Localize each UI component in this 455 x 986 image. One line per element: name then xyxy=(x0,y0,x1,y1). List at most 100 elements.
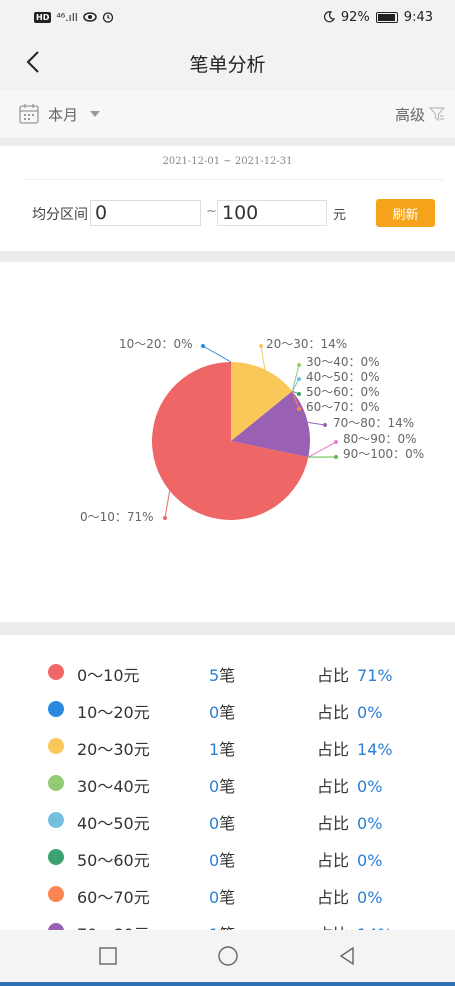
pie-label-line xyxy=(291,391,300,410)
chevron-left-icon xyxy=(26,51,39,73)
max-amount-input[interactable]: 100 xyxy=(217,200,327,226)
legend-ratio: 占比 0% xyxy=(317,847,382,871)
clock: 9:43 xyxy=(403,9,433,25)
filter-icon xyxy=(429,107,445,122)
nav-bar: 笔单分析 xyxy=(0,34,455,90)
legend-color-dot xyxy=(48,886,64,902)
pie-label-line xyxy=(291,378,300,392)
pie-label: 60～70：0% xyxy=(306,400,380,414)
pie-label-dot xyxy=(334,440,338,444)
legend-row: 20～30元 1笔 占比 14% xyxy=(0,728,455,764)
legend-range: 20～30元 xyxy=(77,740,150,759)
legend-color-dot xyxy=(48,923,64,930)
legend-count-unit: 笔 xyxy=(219,814,236,833)
moon-icon xyxy=(323,11,335,23)
period-label: 本月 xyxy=(48,105,79,124)
legend-row: 10～20元 0笔 占比 0% xyxy=(0,691,455,727)
legend-ratio-value: 71% xyxy=(357,666,393,685)
section-divider xyxy=(0,622,455,635)
battery-icon xyxy=(375,11,398,23)
pie-label: 50～60：0% xyxy=(306,385,380,399)
pie-label-dot xyxy=(297,363,301,367)
refresh-button[interactable]: 刷新 xyxy=(376,199,435,227)
pie-label: 40～50：0% xyxy=(306,370,380,384)
pie-label: 30～40：0% xyxy=(306,355,380,369)
legend-count: 0笔 xyxy=(209,847,235,871)
currency-unit: 元 xyxy=(333,208,347,223)
pie-label: 90～100：0% xyxy=(343,447,424,461)
pie-label-line xyxy=(260,345,266,370)
period-selector[interactable]: 本月 xyxy=(18,103,101,125)
legend-color-dot xyxy=(48,849,64,865)
pie-slice[interactable] xyxy=(231,362,293,441)
legend-color-dot xyxy=(48,701,64,717)
status-right: 92% 9:43 xyxy=(323,10,433,25)
legend-count-unit: 笔 xyxy=(219,740,236,759)
pie-label: 0～10：71% xyxy=(80,510,154,524)
page-title: 笔单分析 xyxy=(189,54,266,76)
pie-label-dot xyxy=(323,423,327,427)
pie-label: 20～30：14% xyxy=(266,337,347,351)
legend-row: 70～80元 1笔 占比 14% xyxy=(0,913,455,930)
advanced-filter-button[interactable]: 高级 xyxy=(395,104,445,125)
legend-ratio-label: 占比 xyxy=(317,925,349,930)
legend-count-unit: 笔 xyxy=(219,925,235,930)
legend-row: 40～50元 0笔 占比 0% xyxy=(0,802,455,838)
legend-count: 1笔 xyxy=(209,736,235,760)
legend-range: 40～50元 xyxy=(77,814,150,833)
legend-ratio: 占比 71% xyxy=(317,662,393,686)
bottom-accent-bar xyxy=(0,982,455,986)
legend-count-unit: 笔 xyxy=(219,666,236,685)
legend-row: 60～70元 0笔 占比 0% xyxy=(0,876,455,912)
legend-ratio-label: 占比 xyxy=(317,851,350,870)
home-button[interactable] xyxy=(217,945,239,967)
pie-label-line xyxy=(164,490,171,519)
legend-range: 50～60元 xyxy=(77,851,150,870)
pie-label-line xyxy=(307,421,326,426)
pie-slice[interactable] xyxy=(152,362,309,520)
alarm-icon xyxy=(102,12,113,23)
legend-count: 0笔 xyxy=(209,884,235,908)
legend-count: 0笔 xyxy=(209,810,235,834)
pie-label: 10～20：0% xyxy=(119,337,193,351)
range-filter: 均分区间 0 ~ 100 元 刷新 xyxy=(0,198,455,230)
pie-label-dot xyxy=(163,516,167,520)
pie-label: 70～80：14% xyxy=(333,416,414,430)
min-amount-input[interactable]: 0 xyxy=(90,200,201,226)
legend-range: 60～70元 xyxy=(77,888,150,907)
signal-icon: ⁴⁶.ıll xyxy=(56,10,78,24)
section-divider xyxy=(0,251,455,262)
calendar-icon xyxy=(19,104,39,124)
legend-list: 0～10元 5笔 占比 71% 10～20元 0笔 占比 0% 20～30元 1笔 占比 14% 30～… xyxy=(0,650,455,930)
pie-label-dot xyxy=(297,392,301,396)
legend-count-unit: 笔 xyxy=(219,777,236,796)
pie-chart: 0～10：71% 10～20：0% 20～30：14% 30～40：0% 40～50：0… xyxy=(0,262,455,622)
recent-apps-button[interactable] xyxy=(98,946,118,966)
advanced-label: 高级 xyxy=(394,105,425,124)
pie-label-dot xyxy=(201,344,205,348)
legend-ratio: 占比 14% xyxy=(317,921,393,930)
back-button[interactable] xyxy=(18,46,48,78)
legend-count: 0笔 xyxy=(209,699,235,723)
legend-ratio-label: 占比 xyxy=(317,666,350,685)
range-label: 均分区间 xyxy=(32,207,88,223)
legend-count-value: 0 xyxy=(209,888,220,907)
legend-ratio-value: 0% xyxy=(357,777,383,796)
legend-count-value: 1 xyxy=(209,740,220,759)
status-left: HD ⁴⁶.ıll xyxy=(34,11,114,24)
legend-color-dot xyxy=(48,812,64,828)
legend-count-value: 0 xyxy=(209,777,220,796)
legend-row: 30～40元 0笔 占比 0% xyxy=(0,765,455,801)
legend-color-dot xyxy=(48,664,64,680)
pie-label-dot xyxy=(334,455,338,459)
legend-count-value: 0 xyxy=(209,814,220,833)
legend-ratio-label: 占比 xyxy=(317,777,350,796)
legend-range: 10～20元 xyxy=(77,703,150,722)
date-range: 2021-12-01 ~ 2021-12-31 xyxy=(162,156,293,167)
legend-ratio-label: 占比 xyxy=(317,888,350,907)
pie-slice[interactable] xyxy=(231,391,310,458)
back-nav-button[interactable] xyxy=(337,946,357,966)
legend-count-value: 0 xyxy=(209,851,220,870)
legend-ratio: 占比 0% xyxy=(317,773,382,797)
hd-icon: HD xyxy=(34,11,52,23)
